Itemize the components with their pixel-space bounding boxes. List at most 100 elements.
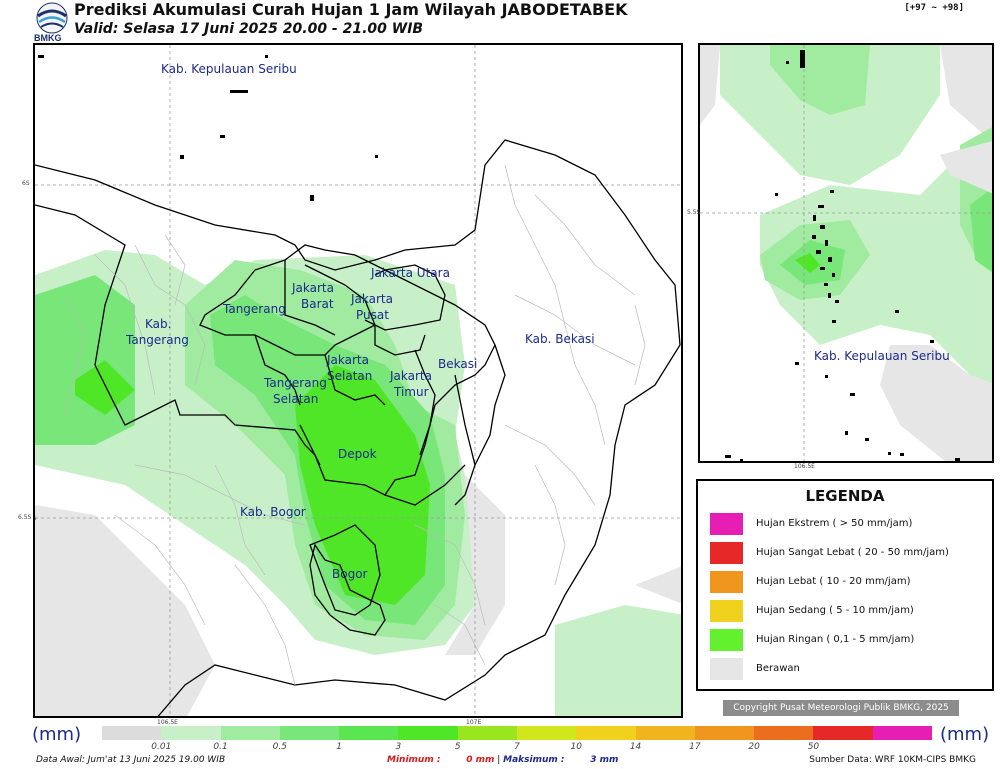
legend-swatch [710, 542, 743, 564]
tick-lat-top-outer: 6S [22, 180, 30, 187]
label-tangerang: Tangerang [223, 302, 286, 316]
label-jakarta-barat-2: Barat [301, 297, 334, 311]
label-tangerang-selatan-1: Tangerang [264, 376, 327, 390]
scale-label: 3 [395, 742, 402, 752]
legend-item-sangat-lebat: Hujan Sangat Lebat ( 20 - 50 mm/jam) [710, 542, 980, 564]
label-depok: Depok [338, 447, 377, 461]
scale-segment [754, 726, 814, 740]
copyright-notice: Copyright Pusat Meteorologi Publik BMKG,… [723, 700, 959, 716]
label-jakarta-timur-2: Timur [394, 385, 429, 399]
label-jakarta-pusat-2: Pusat [356, 308, 389, 322]
logo-text: BMKG [34, 33, 62, 43]
scale-label: 0.5 [272, 742, 288, 752]
scale-segment [102, 726, 162, 740]
label-jakarta-selatan-1: Jakarta [327, 353, 369, 367]
legend-swatch [710, 658, 743, 680]
separator: | [497, 755, 501, 765]
label-jakarta-pusat-1: Jakarta [351, 292, 393, 306]
label-bekasi: Bekasi [438, 357, 478, 371]
scale-segment [516, 726, 577, 740]
scale-label: 7 [514, 742, 520, 752]
page-title: Prediksi Akumulasi Curah Hujan 1 Jam Wil… [74, 0, 628, 19]
scale-label: 0.1 [213, 742, 228, 752]
scale-label: 0.01 [151, 742, 172, 752]
label-kab-bekasi: Kab. Bekasi [525, 332, 595, 346]
legend-swatch [710, 629, 743, 651]
scale-label: 5 [454, 742, 461, 752]
scale-segment [576, 726, 636, 740]
label-jakarta-selatan-2: Selatan [327, 369, 373, 383]
district-lines [64, 164, 646, 686]
main-map: Kab. Kepulauan Seribu Kab. Tangerang Tan… [33, 43, 683, 718]
label-jakarta-utara: Jakarta Utara [371, 266, 450, 280]
tick-lon-right: 107E [466, 719, 482, 726]
scale-segment [279, 726, 340, 740]
legend-label: Hujan Ringan ( 0,1 - 5 mm/jam) [756, 634, 915, 645]
forecast-code: [+97 ~ +98] [904, 3, 964, 13]
minimum-value: 0 mm [466, 755, 495, 765]
minimum-label: Minimum : [387, 755, 441, 765]
scale-segment [161, 726, 221, 740]
legend-item-sedang: Hujan Sedang ( 5 - 10 mm/jam) [710, 600, 980, 622]
label-tangerang-selatan-2: Selatan [273, 392, 319, 406]
tick-lon-left: 106.5E [157, 719, 178, 726]
legend-label: Hujan Sangat Lebat ( 20 - 50 mm/jam) [756, 547, 949, 558]
inset-tick-lat: 5.5S [687, 209, 701, 216]
valid-period: Valid: Selasa 17 Juni 2025 20.00 - 21.00… [74, 21, 424, 37]
scale-segment [635, 726, 695, 740]
bmkg-logo [36, 2, 68, 34]
legend-label: Hujan Ekstrem ( > 50 mm/jam) [756, 518, 913, 529]
legend-label: Hujan Sedang ( 5 - 10 mm/jam) [756, 605, 914, 616]
scale-segment [220, 726, 280, 740]
main-map-canvas [35, 45, 681, 716]
islands [38, 55, 378, 201]
scale-segment [694, 726, 755, 740]
label-bogor: Bogor [332, 567, 368, 581]
inset-islands [725, 50, 960, 461]
legend-item-lebat: Hujan Lebat ( 10 - 20 mm/jam) [710, 571, 980, 593]
scale-segment [339, 726, 399, 740]
label-kab-tangerang-2: Tangerang [126, 333, 189, 347]
scale-label: 10 [570, 742, 583, 752]
scale-segment [398, 726, 458, 740]
legend-item-ringan: Hujan Ringan ( 0,1 - 5 mm/jam) [710, 629, 980, 651]
legend-panel: LEGENDA Hujan Ekstrem ( > 50 mm/jam) Huj… [696, 479, 994, 691]
scale-label: 1 [336, 742, 343, 752]
scale-segment [872, 726, 932, 740]
legend-label: Hujan Lebat ( 10 - 20 mm/jam) [756, 576, 911, 587]
label-kab-tangerang-1: Kab. [145, 317, 172, 331]
scale-unit-left: (mm) [32, 724, 82, 745]
minimum-info: Minimum : 0 mm | Maksimum : 3 mm [387, 755, 618, 765]
maksimum-value: 3 mm [590, 755, 619, 765]
label-kepulauan-seribu: Kab. Kepulauan Seribu [161, 62, 297, 76]
legend-item-ekstrem: Hujan Ekstrem ( > 50 mm/jam) [710, 513, 980, 535]
tick-lat-bottom: 6.5S [35, 515, 36, 522]
scale-label: 50 [807, 742, 820, 752]
scale-label: 20 [748, 742, 760, 752]
legend-swatch [710, 571, 743, 593]
tick-lat-bottom-outer: 6.5S [18, 514, 32, 521]
gridlines [35, 45, 681, 716]
inset-map: Kab. Kepulauan Seribu [698, 43, 994, 463]
scale-label: 17 [689, 742, 701, 752]
legend-label: Berawan [756, 663, 800, 674]
inset-label-kepulauan-seribu: Kab. Kepulauan Seribu [814, 349, 950, 363]
scale-unit-right: (mm) [940, 724, 990, 745]
label-jakarta-timur-1: Jakarta [390, 369, 432, 383]
legend-item-berawan: Berawan [710, 658, 980, 680]
scale-label: 14 [629, 742, 642, 752]
sumber-data: Sumber Data: WRF 10KM-CIPS BMKG [809, 755, 976, 765]
legend-title: LEGENDA [805, 487, 885, 505]
maksimum-label: Maksimum : [503, 755, 565, 765]
region-boundaries [35, 139, 681, 716]
label-jakarta-barat-1: Jakarta [292, 281, 334, 295]
inset-map-canvas [700, 45, 992, 461]
legend-swatch [710, 513, 743, 535]
inset-gridlines [700, 45, 992, 461]
inset-rain-fields [700, 45, 992, 461]
data-awal: Data Awal: Jum'at 13 Juni 2025 19.00 WIB [36, 755, 226, 765]
scale-segment [457, 726, 517, 740]
scale-segment [813, 726, 873, 740]
color-scale-bar [102, 726, 932, 740]
inset-tick-lon: 106.5E [794, 463, 815, 470]
